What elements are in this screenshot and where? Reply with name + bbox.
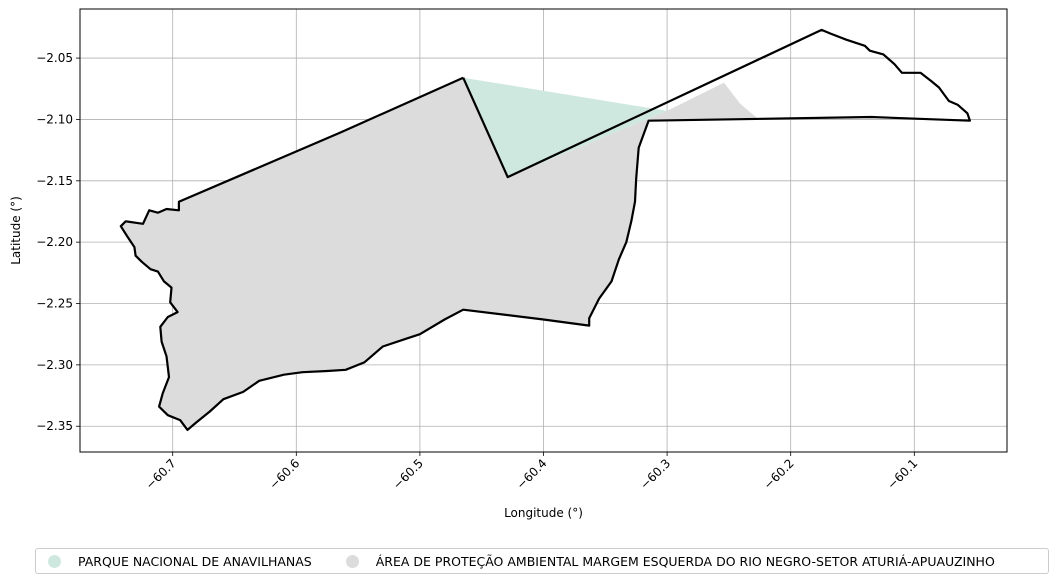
legend-label-apa: ÁREA DE PROTEÇÃO AMBIENTAL MARGEM ESQUER… — [375, 553, 995, 569]
x-tick-label: −60.4 — [514, 456, 550, 492]
y-tick-label: −2.30 — [36, 358, 73, 372]
x-tick-label: −60.2 — [761, 456, 797, 492]
x-tick-label: −60.7 — [143, 456, 179, 492]
polygon-layer — [119, 28, 972, 431]
x-axis-label: Longitude (°) — [504, 506, 583, 520]
x-tick-label: −60.5 — [390, 456, 426, 492]
y-tick-label: −2.35 — [36, 419, 73, 433]
legend-item-apa: ÁREA DE PROTEÇÃO AMBIENTAL MARGEM ESQUER… — [345, 553, 995, 569]
y-tick-label: −2.25 — [36, 297, 73, 311]
y-tick-label: −2.05 — [36, 51, 73, 65]
x-axis-ticks: −60.7 −60.6 −60.5 −60.4 −60.3 −60.2 −60.1 — [143, 452, 921, 492]
x-tick-label: −60.1 — [885, 456, 921, 492]
legend-marker-anavilhanas — [48, 554, 61, 568]
legend: PARQUE NACIONAL DE ANAVILHANAS ÁREA DE P… — [35, 548, 1049, 574]
y-tick-label: −2.10 — [36, 112, 73, 126]
y-tick-label: −2.20 — [36, 235, 73, 249]
y-tick-label: −2.15 — [36, 174, 73, 188]
polygon-anavilhanas — [463, 77, 668, 178]
x-tick-label: −60.6 — [267, 456, 303, 492]
boundary-outline — [119, 28, 972, 431]
legend-item-anavilhanas: PARQUE NACIONAL DE ANAVILHANAS — [48, 554, 312, 569]
legend-label-anavilhanas: PARQUE NACIONAL DE ANAVILHANAS — [78, 553, 312, 569]
legend-marker-apa — [345, 554, 359, 568]
y-axis-label: Latitude (°) — [9, 196, 23, 265]
y-axis-ticks: −2.05 −2.10 −2.15 −2.20 −2.25 −2.30 −2.35 — [36, 51, 80, 433]
polygon-apa — [120, 77, 758, 430]
x-tick-label: −60.3 — [637, 456, 673, 492]
